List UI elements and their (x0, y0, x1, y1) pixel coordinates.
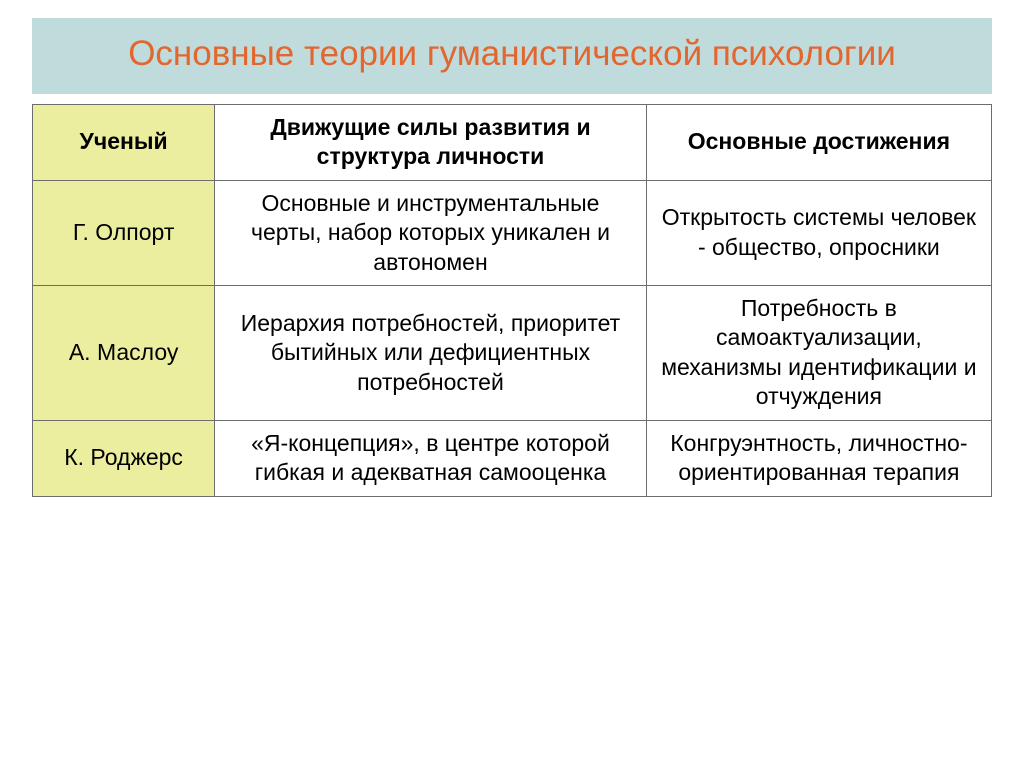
cell-scientist: А. Маслоу (33, 285, 215, 420)
cell-forces: Иерархия потребностей, приоритет бытийны… (215, 285, 647, 420)
cell-achievements: Потребность в самоактуализации, механизм… (646, 285, 991, 420)
col-header-scientist: Ученый (33, 104, 215, 180)
theories-table: Ученый Движущие силы развития и структур… (32, 104, 992, 497)
col-header-achievements: Основные достижения (646, 104, 991, 180)
cell-scientist: К. Роджерс (33, 420, 215, 496)
title-block: Основные теории гуманистической психолог… (32, 18, 992, 94)
cell-achievements: Открытость системы человек - общество, о… (646, 180, 991, 285)
table-row: А. Маслоу Иерархия потребностей, приорит… (33, 285, 992, 420)
cell-forces: Основные и инструментальные черты, набор… (215, 180, 647, 285)
cell-forces: «Я-концепция», в центре которой гибкая и… (215, 420, 647, 496)
col-header-forces: Движущие силы развития и структура лично… (215, 104, 647, 180)
page-title: Основные теории гуманистической психолог… (42, 32, 982, 76)
cell-scientist: Г. Олпорт (33, 180, 215, 285)
table-header-row: Ученый Движущие силы развития и структур… (33, 104, 992, 180)
cell-achievements: Конгруэнтность, личностно-ориентированна… (646, 420, 991, 496)
table-row: Г. Олпорт Основные и инструментальные че… (33, 180, 992, 285)
table-row: К. Роджерс «Я-концепция», в центре котор… (33, 420, 992, 496)
